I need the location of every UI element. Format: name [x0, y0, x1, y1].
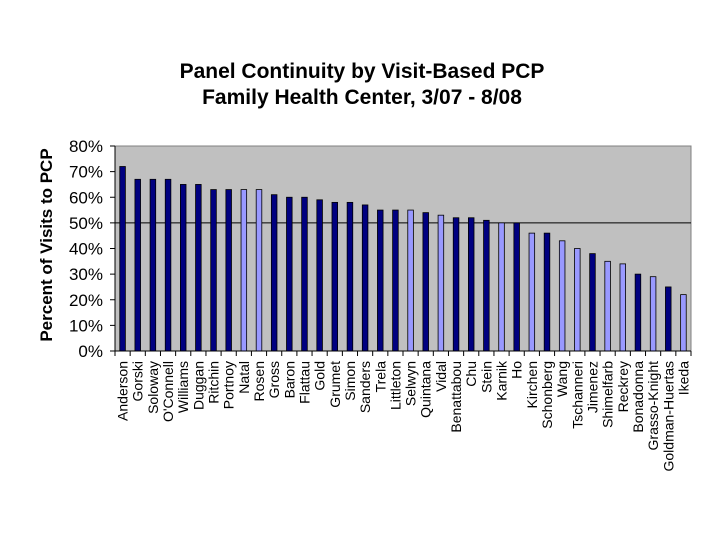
- chart-title-line-2: Family Health Center, 3/07 - 8/08: [202, 86, 522, 109]
- bar: [164, 178, 172, 352]
- x-tick-label: Reckrey: [615, 361, 631, 412]
- bar: [225, 189, 232, 352]
- y-tick-label: 50%: [69, 214, 103, 233]
- x-tick-label: Rosen: [251, 361, 267, 401]
- bar: [195, 184, 202, 352]
- x-tick-label: Tschanneri: [569, 361, 585, 429]
- x-tick-label: Gorski: [130, 361, 146, 401]
- bar: [574, 248, 581, 352]
- x-tick-label: Flattau: [296, 361, 312, 404]
- y-tick-label: 80%: [69, 137, 103, 156]
- x-tick-label: Grasso-Knight: [645, 361, 661, 451]
- x-tick-label: Wang: [554, 361, 570, 397]
- x-tick-label: Trela: [372, 361, 388, 393]
- x-tick-label: Soloway: [145, 361, 161, 414]
- bar: [513, 222, 520, 352]
- x-tick-label: Ho: [509, 361, 525, 379]
- bar: [255, 189, 263, 352]
- y-tick-label: 40%: [69, 240, 103, 259]
- bar: [498, 222, 505, 352]
- bar: [437, 214, 445, 352]
- bar: [407, 209, 414, 352]
- y-tick-label: 60%: [69, 188, 103, 207]
- x-tick-label: Kirchen: [524, 361, 540, 408]
- y-tick-label: 0%: [78, 342, 103, 361]
- x-tick-label: Karnik: [494, 360, 510, 401]
- bar: [634, 273, 642, 352]
- x-tick-label: Ritchin: [206, 361, 222, 404]
- bar: [180, 184, 187, 352]
- x-tick-label: Schonberg: [539, 361, 555, 429]
- x-tick-label: Chu: [463, 361, 479, 387]
- x-tick-label: Vidal: [433, 361, 449, 392]
- y-tick-label: 20%: [69, 291, 103, 310]
- x-tick-label: Grumet: [327, 361, 343, 408]
- x-tick-label: Anderson: [115, 361, 131, 421]
- y-tick-label: 70%: [69, 163, 103, 182]
- bar: [119, 166, 126, 352]
- bar: [589, 253, 596, 352]
- bar: [528, 232, 536, 352]
- x-tick-label: Quintana: [418, 361, 434, 418]
- y-tick-label: 30%: [69, 265, 103, 284]
- bar: [331, 201, 338, 352]
- x-tick-label: Shimelfarb: [600, 361, 616, 428]
- bar: [361, 204, 369, 352]
- bar: [452, 217, 460, 352]
- x-tick-label: Jimenez: [584, 361, 600, 413]
- bar: [240, 189, 248, 352]
- bar: [468, 217, 475, 352]
- x-tick-label: Gold: [312, 361, 328, 391]
- x-tick-label: Ikeda: [675, 361, 691, 395]
- x-tick-label: Williams: [175, 361, 191, 413]
- x-tick-label: Duggan: [190, 361, 206, 410]
- x-tick-label: Stein: [478, 361, 494, 393]
- bar: [346, 201, 354, 352]
- bar: [543, 232, 551, 352]
- x-tick-label: Sanders: [357, 361, 373, 413]
- x-tick-label: O'Connell: [160, 361, 176, 422]
- x-tick-label: Selwyn: [403, 361, 419, 406]
- bar: [377, 209, 384, 352]
- x-tick-label: Gross: [266, 361, 282, 398]
- y-axis-label: Percent of Visits to PCP: [37, 148, 56, 341]
- bar: [149, 178, 157, 352]
- y-tick-label: 10%: [69, 316, 103, 335]
- x-tick-label: Bonadonna: [630, 361, 646, 433]
- bar: [558, 240, 566, 352]
- chart-title-line-1: Panel Continuity by Visit-Based PCP: [180, 60, 545, 83]
- bar: [134, 178, 141, 352]
- x-tick-label: Natal: [236, 361, 252, 394]
- x-tick-label: Benattabou: [448, 361, 464, 433]
- bar: [680, 294, 687, 352]
- x-tick-label: Littleton: [387, 361, 403, 410]
- x-tick-label: Goldman-Huertas: [660, 361, 676, 472]
- bar: [210, 189, 217, 352]
- bar: [665, 286, 672, 352]
- bar: [422, 212, 429, 352]
- bar: [301, 196, 308, 352]
- bar: [649, 276, 657, 352]
- x-tick-label: Baron: [281, 361, 297, 398]
- x-tick-label: Portnoy: [221, 361, 237, 409]
- bar: [392, 209, 399, 352]
- bar: [270, 194, 278, 352]
- bar: [619, 263, 626, 352]
- bar: [286, 196, 293, 352]
- bar: [316, 199, 323, 352]
- x-tick-label: Simon: [342, 361, 358, 401]
- bar: [604, 260, 611, 352]
- bar: [483, 219, 490, 352]
